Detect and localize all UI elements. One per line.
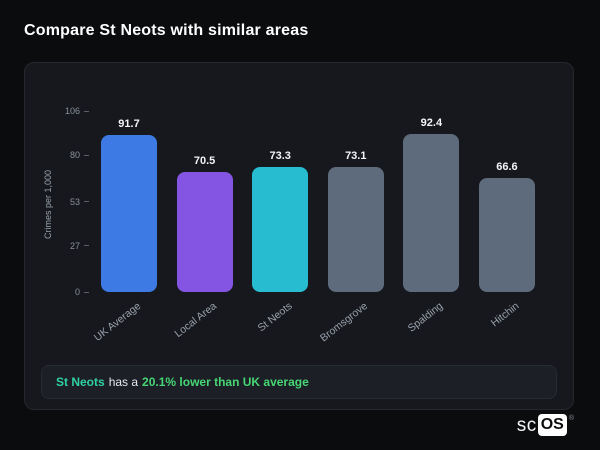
- bar-value-label: 70.5: [193, 154, 216, 167]
- y-tick-label: 106: [64, 106, 80, 116]
- bar-value-label: 91.7: [118, 118, 140, 131]
- bar-uk-average[interactable]: [101, 135, 157, 292]
- y-tick-label: 80: [69, 150, 80, 161]
- x-label-cell: Bromsgrove: [318, 292, 384, 350]
- plot-area: 0 27 53 80 106 91.7 70.5 73.3 73.1 92.4 66.6 UK A…: [65, 106, 539, 344]
- y-tick: 106: [60, 105, 89, 117]
- summary-note: St Neots has a 20.1% lower than UK avera…: [41, 365, 557, 399]
- x-label-cell: St Neots: [252, 292, 308, 350]
- bar-spalding[interactable]: [403, 134, 460, 292]
- chart-card: Crimes per 1,000 0 27 53 80 106 91.7 70.5 73.3…: [24, 62, 574, 410]
- x-axis-label: St Neots: [255, 300, 295, 335]
- bar-local-area[interactable]: [176, 171, 233, 292]
- x-axis-labels: UK Average Local Area St Neots Bromsgrove Sp…: [92, 292, 539, 350]
- y-tick: 27: [60, 240, 89, 252]
- x-label-cell: Hitchin: [479, 292, 535, 350]
- logo-text-sc: sc: [516, 415, 537, 436]
- x-axis-label: UK Average: [91, 300, 144, 344]
- x-label-cell: Local Area: [172, 292, 233, 350]
- bar-value-label: 73.1: [345, 150, 367, 163]
- page-title: Compare St Neots with similar areas: [24, 22, 309, 39]
- y-tick-label: 53: [69, 196, 80, 207]
- y-tick: 53: [60, 196, 89, 208]
- bar-value-label: 66.6: [496, 161, 518, 174]
- x-axis-label: Spalding: [405, 300, 446, 335]
- note-town: St Neots: [56, 375, 105, 389]
- bar-series: 91.7 70.5 73.3 73.1 92.4 66.6: [97, 111, 539, 292]
- registered-mark-icon: ®: [568, 415, 574, 422]
- y-tick-mark: [84, 110, 89, 112]
- bar-cell: 66.6: [478, 111, 535, 292]
- y-tick-mark: [84, 201, 89, 202]
- y-tick: 80: [60, 149, 89, 161]
- x-axis-label: Bromsgrove: [317, 300, 370, 345]
- x-axis-label: Hitchin: [488, 300, 522, 330]
- y-tick-mark: [84, 291, 89, 293]
- bar-bromsgrove[interactable]: [327, 167, 384, 292]
- bar-st-neots[interactable]: [252, 166, 309, 292]
- note-stat: 20.1% lower than UK average: [142, 375, 309, 389]
- logo-text-os: OS: [537, 414, 567, 436]
- note-middle-text: has a: [108, 375, 139, 389]
- bar-hitchin[interactable]: [478, 178, 535, 292]
- y-tick-label: 0: [74, 287, 80, 297]
- y-tick-label: 27: [69, 240, 80, 251]
- bar-cell: 92.4: [403, 111, 460, 292]
- scos-logo: sc OS ®: [517, 414, 574, 438]
- bar-cell: 73.3: [252, 111, 309, 292]
- y-tick: 0: [60, 286, 89, 298]
- y-tick-mark: [84, 154, 89, 156]
- x-label-cell: Spalding: [403, 292, 459, 350]
- bar-cell: 70.5: [176, 111, 233, 292]
- x-label-cell: UK Average: [92, 292, 157, 350]
- bar-value-label: 73.3: [269, 149, 291, 162]
- bar-value-label: 92.4: [420, 117, 443, 130]
- y-tick-mark: [84, 245, 89, 247]
- bar-cell: 73.1: [327, 111, 384, 292]
- bar-cell: 91.7: [101, 111, 157, 292]
- x-axis-label: Local Area: [172, 300, 219, 341]
- y-axis-title: Crimes per 1,000: [43, 169, 53, 239]
